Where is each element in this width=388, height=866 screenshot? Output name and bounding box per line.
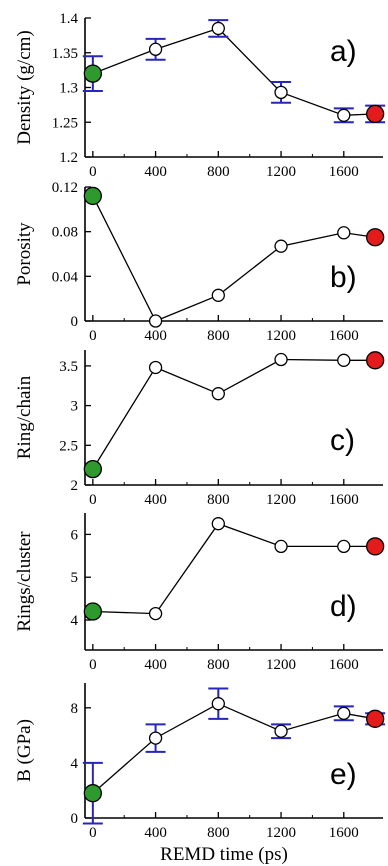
x-tick-label: 800: [207, 492, 230, 508]
data-point: [148, 42, 163, 56]
x-tick-label: 0: [89, 825, 97, 841]
x-tick-label: 1600: [329, 328, 359, 344]
data-point: [211, 697, 225, 711]
x-tick-label: 400: [144, 657, 167, 673]
data-point: [211, 387, 225, 401]
y-tick-label: 6: [71, 527, 79, 543]
x-tick-label: 800: [207, 164, 230, 180]
y-tick-label: 3.5: [59, 359, 78, 375]
y-axis-label: Porosity: [14, 222, 35, 286]
y-tick-label: 0: [71, 314, 79, 330]
x-tick-label: 1600: [329, 492, 359, 508]
x-tick-label: 1200: [266, 328, 296, 344]
x-tick-label: 1200: [266, 657, 296, 673]
data-point-end: [366, 537, 385, 556]
series-line: [92, 195, 376, 322]
panel-tag: c): [330, 424, 355, 457]
y-tick-label: 1.4: [59, 11, 78, 27]
x-tick-label: 400: [144, 164, 167, 180]
panel-tag: e): [330, 758, 357, 791]
data-point: [211, 21, 225, 36]
x-tick-label: 400: [144, 825, 167, 841]
y-tick-label: 0.08: [52, 225, 78, 241]
y-tick-label: 2.5: [59, 438, 78, 454]
y-tick-label: 1.2: [59, 150, 78, 166]
data-point: [274, 85, 288, 100]
data-point-start: [83, 186, 102, 206]
x-tick-label: 800: [207, 657, 230, 673]
y-tick-label: 3: [71, 399, 79, 415]
data-point: [274, 539, 288, 554]
y-tick-label: 1.35: [52, 46, 78, 62]
data-point: [148, 314, 163, 328]
data-point-start: [83, 602, 102, 621]
data-point-start: [83, 784, 102, 803]
y-tick-label: 5: [71, 570, 79, 586]
data-point: [337, 539, 351, 554]
y-axis-label: Rings/cluster: [14, 531, 35, 632]
data-point: [211, 288, 225, 302]
y-tick-label: 4: [71, 613, 79, 629]
x-tick-label: 0: [89, 164, 97, 180]
panel-tag: b): [330, 261, 357, 294]
y-tick-label: 1.25: [52, 115, 78, 131]
panel-e: 0 400 800 1200 1600 0 4 8 B (GPa) REMD time (ps) e…: [14, 683, 386, 865]
x-tick-label: 1200: [266, 164, 296, 180]
panel-d: 0 400 800 1200 1600 4 5 6 Rings/cluster d): [14, 513, 385, 673]
x-tick-label: 1600: [329, 657, 359, 673]
y-tick-label: 1.3: [59, 81, 78, 97]
data-point: [148, 731, 163, 745]
data-point: [274, 239, 288, 253]
x-tick-label: 400: [144, 328, 167, 344]
x-tick-label: 0: [89, 492, 97, 508]
panel-tag: a): [330, 35, 357, 68]
data-point: [211, 517, 225, 531]
data-point: [148, 360, 163, 375]
y-tick-label: 4: [71, 756, 79, 772]
panel-b: 0 400 800 1200 1600 0 0.04 0.08 0.12 Porosity b): [14, 180, 385, 344]
data-point: [274, 352, 288, 367]
y-axis-label: Density (g/cm): [14, 30, 35, 145]
data-point-end: [366, 709, 385, 728]
x-axis-label: REMD time (ps): [160, 844, 288, 865]
y-tick-label: 0.04: [52, 269, 79, 285]
panel-c: 0 400 800 1200 1600 2 2.5 3 3.5 Ring/chain c): [14, 350, 385, 508]
x-tick-label: 800: [207, 328, 230, 344]
data-point: [337, 706, 351, 720]
data-point-end: [366, 228, 385, 247]
y-axis-label: B (GPa): [14, 719, 35, 782]
x-tick-label: 400: [144, 492, 167, 508]
data-point-start: [83, 459, 102, 479]
y-tick-label: 0: [71, 811, 79, 827]
data-point-end: [366, 104, 385, 124]
data-point: [274, 724, 288, 738]
data-point: [337, 226, 351, 240]
x-tick-label: 1200: [266, 492, 296, 508]
panel-a: 0 400 800 1200 1600 1.2 1.25 1.3 1.35 1.4 Density …: [14, 11, 386, 180]
panel-tag: d): [330, 590, 357, 623]
x-tick-label: 1200: [266, 825, 296, 841]
y-tick-label: 0.12: [52, 180, 78, 196]
x-tick-label: 1600: [329, 164, 359, 180]
y-tick-label: 2: [71, 478, 79, 494]
y-axis-label: Ring/chain: [14, 375, 35, 459]
data-point: [337, 108, 351, 122]
data-point-end: [366, 351, 385, 370]
y-tick-label: 8: [71, 701, 79, 717]
x-tick-label: 0: [89, 328, 97, 344]
data-point: [337, 353, 351, 367]
x-tick-label: 800: [207, 825, 230, 841]
x-tick-label: 1600: [329, 825, 359, 841]
data-point: [148, 606, 163, 621]
data-point-start: [83, 64, 102, 83]
x-tick-label: 0: [89, 657, 97, 673]
